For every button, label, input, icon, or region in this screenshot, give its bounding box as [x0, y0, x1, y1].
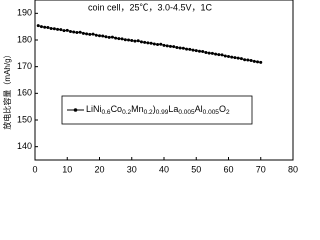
y-tick-label: 160 [17, 88, 32, 98]
data-point [243, 58, 247, 62]
data-point [117, 37, 121, 41]
data-point [214, 52, 218, 56]
data-point [43, 25, 47, 29]
data-point [227, 55, 230, 59]
data-point [146, 41, 150, 45]
x-tick-label: 10 [62, 164, 72, 174]
data-point [252, 59, 256, 63]
data-point [194, 49, 198, 53]
x-tick-label: 20 [94, 164, 104, 174]
legend-marker [73, 108, 78, 112]
data-point [72, 30, 76, 34]
data-point [259, 60, 263, 64]
data-point [139, 40, 143, 44]
data-point [88, 32, 92, 36]
data-point [107, 35, 111, 39]
data-point [156, 43, 160, 47]
data-point [133, 39, 137, 43]
data-point [207, 51, 211, 55]
data-point [230, 55, 234, 59]
data-point [59, 28, 63, 32]
data-point [85, 32, 89, 36]
data-point [181, 46, 185, 50]
data-point [152, 42, 156, 46]
chart-title: coin cell，25℃，3.0-4.5V，1C [88, 2, 213, 12]
data-point [98, 34, 101, 38]
y-tick-label: 150 [17, 114, 32, 124]
data-point [130, 39, 134, 43]
data-point [233, 56, 237, 60]
data-point [78, 30, 82, 34]
data-point [36, 24, 40, 28]
data-point [239, 57, 243, 61]
data-point [223, 54, 227, 58]
data-point [149, 41, 153, 45]
data-point [246, 58, 250, 62]
data-point [65, 28, 69, 32]
data-point [81, 31, 85, 35]
data-point [104, 35, 108, 39]
data-point [165, 44, 169, 48]
data-point [236, 56, 240, 60]
data-point [46, 25, 50, 29]
data-point [101, 34, 105, 38]
y-tick-label: 190 [17, 8, 32, 18]
x-tick-label: 80 [288, 164, 298, 174]
chart: coin cell，25℃，3.0-4.5V，1C 放电比容量（mAh/g） 0… [2, 0, 298, 174]
y-tick-label: 170 [17, 61, 32, 71]
data-point [217, 53, 221, 57]
data-point [114, 36, 118, 40]
data-point [143, 40, 147, 44]
data-point [204, 51, 208, 55]
x-tick-label: 30 [127, 164, 137, 174]
data-point [94, 33, 98, 37]
data-point [172, 45, 176, 49]
data-line [38, 25, 261, 63]
data-point [136, 39, 140, 43]
data-point [62, 29, 66, 33]
y-tick-label: 180 [17, 34, 32, 44]
x-tick-label: 50 [191, 164, 201, 174]
data-point [110, 35, 114, 39]
data-point [256, 60, 260, 64]
data-point [191, 48, 195, 52]
data-point [185, 47, 189, 51]
data-point [39, 25, 43, 29]
data-point [178, 46, 182, 50]
y-tick-label: 140 [17, 141, 32, 151]
data-point [210, 51, 214, 55]
data-point [220, 53, 224, 57]
data-point [127, 38, 131, 42]
data-point [75, 31, 79, 35]
data-point [201, 49, 205, 53]
data-point [175, 45, 179, 49]
x-tick-label: 0 [32, 164, 37, 174]
data-point [120, 37, 124, 41]
legend-label: LiNi0.6Co0.2Mn0.2)0.99La0.005Al0.005O2 [86, 104, 230, 115]
data-point [159, 42, 163, 46]
plot-frame [34, 0, 294, 161]
data-point [56, 27, 60, 31]
data-point [197, 49, 201, 53]
data-point [52, 27, 56, 31]
data-point [188, 47, 192, 51]
y-axis-label: 放电比容量（mAh/g） [2, 50, 12, 129]
x-tick-label: 70 [256, 164, 266, 174]
x-tick-label: 60 [223, 164, 233, 174]
x-tick-label: 40 [159, 164, 169, 174]
data-point [162, 43, 166, 47]
data-point [49, 27, 53, 31]
data-point [91, 32, 95, 36]
data-point [68, 29, 72, 33]
legend-box [61, 95, 253, 125]
data-point [168, 44, 172, 48]
data-point [123, 38, 127, 42]
page: {"chart_data": {"type": "line", "title":… [2, 0, 299, 175]
data-point [249, 59, 253, 63]
